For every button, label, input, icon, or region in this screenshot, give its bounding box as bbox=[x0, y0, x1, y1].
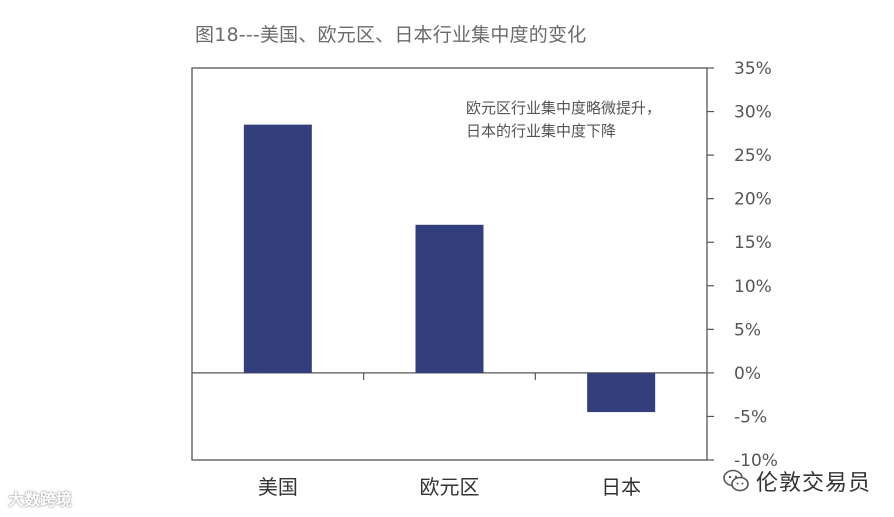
bar-1 bbox=[243, 124, 312, 373]
watermark-left: 大数跨境 bbox=[8, 490, 73, 509]
y-tick-label: 10% bbox=[734, 277, 772, 297]
x-category-label: 美国 bbox=[258, 475, 298, 499]
y-tick-label: 35% bbox=[734, 59, 772, 79]
x-axis-ticks: 美国 欧元区 日本 bbox=[258, 372, 641, 499]
y-tick-label: 0% bbox=[734, 364, 761, 384]
chart-title: 图18---美国、欧元区、日本行业集中度的变化 bbox=[195, 24, 587, 46]
y-axis-ticks: 35% 30% 25% 20% 15% 10% 5% 0% -5% -10% bbox=[707, 59, 778, 471]
bars bbox=[243, 124, 656, 413]
x-category-label: 欧元区 bbox=[420, 475, 480, 499]
bar-2 bbox=[415, 224, 484, 373]
y-tick-label: 30% bbox=[734, 103, 772, 123]
y-tick-label: 25% bbox=[734, 146, 772, 166]
x-category-label: 日本 bbox=[601, 475, 641, 499]
y-tick-label: -10% bbox=[734, 451, 778, 471]
wechat-icon bbox=[723, 469, 749, 492]
bar-3 bbox=[587, 372, 656, 413]
plot-border bbox=[191, 67, 708, 461]
y-tick-label: 15% bbox=[734, 233, 772, 253]
y-tick-label: 5% bbox=[734, 320, 761, 340]
chart-annotation: 欧元区行业集中度略微提升， 日本的行业集中度下降 bbox=[466, 99, 661, 140]
y-tick-label: 20% bbox=[734, 190, 772, 210]
y-tick-label: -5% bbox=[734, 407, 767, 427]
annotation-line: 日本的行业集中度下降 bbox=[466, 122, 616, 140]
annotation-line: 欧元区行业集中度略微提升， bbox=[466, 99, 661, 117]
watermark-right: 伦敦交易员 bbox=[722, 466, 871, 496]
watermark-right-text: 伦敦交易员 bbox=[756, 471, 872, 496]
